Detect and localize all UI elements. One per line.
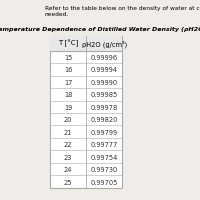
Text: 0.99990: 0.99990 [91,79,118,85]
Text: 15: 15 [64,55,72,61]
Text: 16: 16 [64,67,72,73]
Text: 0.99730: 0.99730 [91,166,118,172]
Text: 0.99996: 0.99996 [91,55,118,61]
Text: 20: 20 [64,117,72,123]
Text: 17: 17 [64,79,72,85]
Text: Table 1: Temperature Dependence of Distilled Water Density (ρH2O): Table 1: Temperature Dependence of Disti… [0,27,200,32]
Text: ρH2O (g/cm³): ρH2O (g/cm³) [82,40,127,48]
Text: 0.99820: 0.99820 [91,117,118,123]
Text: 0.99978: 0.99978 [91,104,118,110]
Text: 22: 22 [64,141,72,147]
Text: 0.99705: 0.99705 [91,179,118,185]
Text: 19: 19 [64,104,72,110]
Text: 23: 23 [64,154,72,160]
Text: 0.99985: 0.99985 [91,92,118,98]
Text: 0.99777: 0.99777 [91,141,118,147]
Text: 25: 25 [64,179,72,185]
Text: 0.99994: 0.99994 [91,67,118,73]
Text: 21: 21 [64,129,72,135]
Text: 24: 24 [64,166,72,172]
Text: 0.99754: 0.99754 [91,154,118,160]
Text: Refer to the table below on the density of water at certain temperatures as
need: Refer to the table below on the density … [45,6,200,17]
Text: 0.99799: 0.99799 [91,129,118,135]
Text: 18: 18 [64,92,72,98]
Bar [50,37,122,51]
Text: T [°C]: T [°C] [58,39,78,46]
